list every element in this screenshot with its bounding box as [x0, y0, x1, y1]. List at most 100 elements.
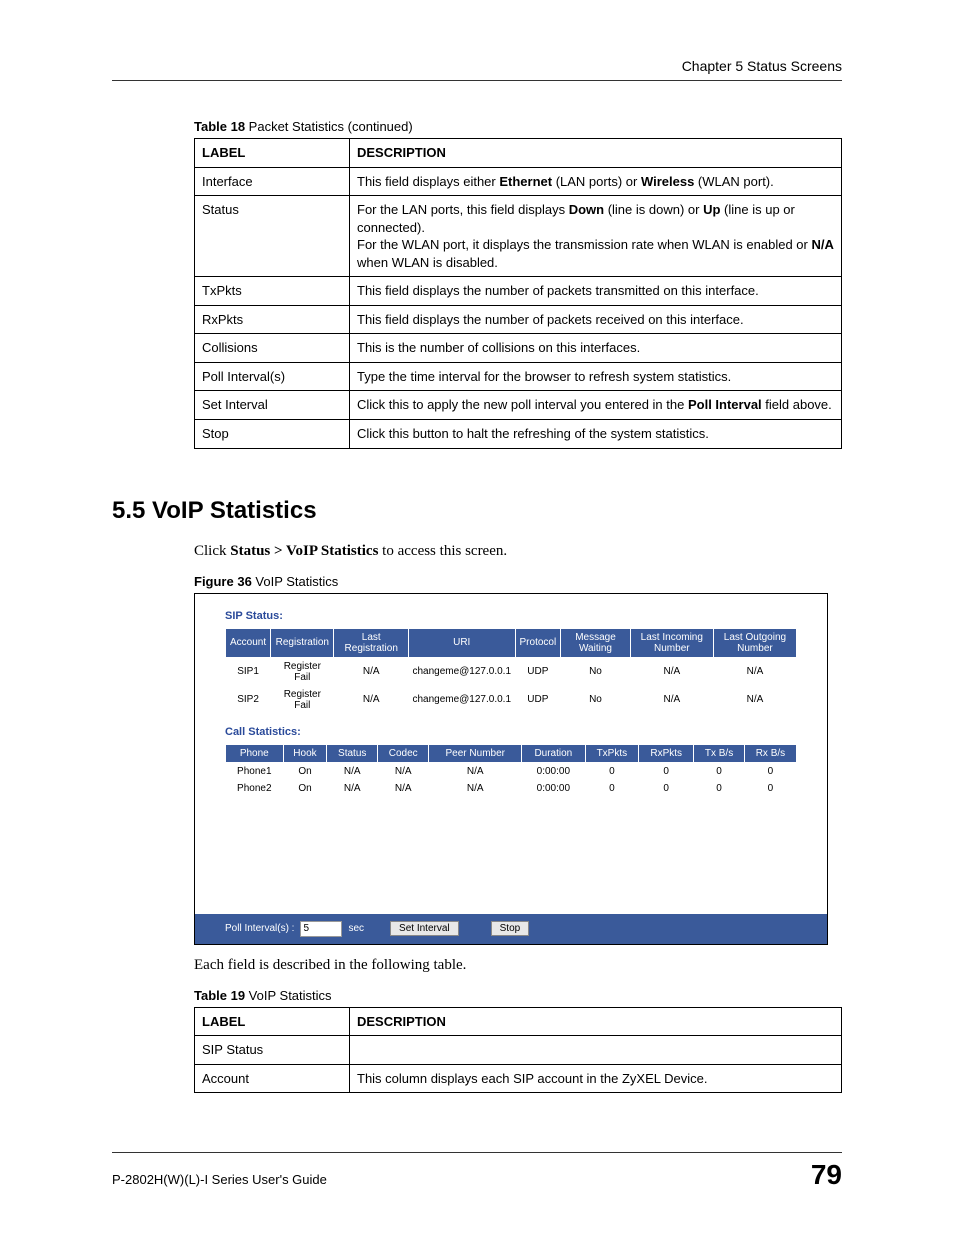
figure36-caption-rest: VoIP Statistics [252, 574, 338, 589]
table19-head-desc: DESCRIPTION [350, 1007, 842, 1036]
voip-statistics-screenshot: SIP Status: AccountRegistrationLast Regi… [194, 593, 828, 945]
intro-bold: Status > VoIP Statistics [230, 543, 378, 559]
sip-header-cell: Message Waiting [561, 628, 631, 657]
table-cell-desc: Click this button to halt the refreshing… [350, 420, 842, 449]
figure36-caption-bold: Figure 36 [194, 574, 252, 589]
call-cell: N/A [378, 780, 429, 797]
document-page: Chapter 5 Status Screens Table 18 Packet… [0, 0, 954, 1235]
sip-header-cell: Protocol [515, 628, 561, 657]
call-cell: Phone2 [226, 780, 284, 797]
call-cell: N/A [378, 762, 429, 780]
call-header-cell: Peer Number [429, 744, 522, 762]
table-cell-desc: This field displays the number of packet… [350, 277, 842, 306]
call-row: Phone1OnN/AN/AN/A0:00:000000 [226, 762, 797, 780]
call-header-cell: Hook [283, 744, 327, 762]
table-cell-label: TxPkts [195, 277, 350, 306]
call-cell: On [283, 762, 327, 780]
page-footer: P-2802H(W)(L)-I Series User's Guide 79 [112, 1152, 842, 1191]
table-row: AccountThis column displays each SIP acc… [195, 1064, 842, 1093]
poll-interval-label: Poll Interval(s) : [225, 923, 294, 934]
call-cell: Phone1 [226, 762, 284, 780]
call-cell: 0 [639, 780, 694, 797]
intro-text: Click Status > VoIP Statistics to access… [194, 543, 842, 560]
call-cell: 0 [585, 762, 639, 780]
table19-caption-rest: VoIP Statistics [245, 988, 331, 1003]
sip-cell: N/A [713, 686, 796, 714]
sip-status-title: SIP Status: [225, 610, 797, 622]
call-cell: 0:00:00 [522, 762, 585, 780]
sip-cell: changeme@127.0.0.1 [408, 657, 515, 686]
sip-cell: N/A [334, 686, 408, 714]
call-statistics-table: PhoneHookStatusCodecPeer NumberDurationT… [225, 744, 797, 797]
figure36-caption: Figure 36 VoIP Statistics [194, 574, 842, 589]
table-cell-label: Poll Interval(s) [195, 362, 350, 391]
table-cell-desc: Type the time interval for the browser t… [350, 362, 842, 391]
table-cell-desc: This is the number of collisions on this… [350, 334, 842, 363]
sip-header-cell: Last Incoming Number [630, 628, 713, 657]
call-header-cell: Tx B/s [694, 744, 745, 762]
table-cell-desc: This field displays either Ethernet (LAN… [350, 167, 842, 196]
table18: LABEL DESCRIPTION InterfaceThis field di… [194, 138, 842, 449]
sip-cell: Register Fail [271, 686, 334, 714]
table-row: Poll Interval(s)Type the time interval f… [195, 362, 842, 391]
table18-caption-bold: Table 18 [194, 119, 245, 134]
intro-pre: Click [194, 543, 230, 559]
call-cell: On [283, 780, 327, 797]
table-row: InterfaceThis field displays either Ethe… [195, 167, 842, 196]
table18-caption: Table 18 Packet Statistics (continued) [194, 119, 842, 134]
table19: LABEL DESCRIPTION SIP StatusAccountThis … [194, 1007, 842, 1094]
call-cell: N/A [429, 780, 522, 797]
table-cell-label: Account [195, 1064, 350, 1093]
intro-post: to access this screen. [378, 543, 507, 559]
call-header-cell: Phone [226, 744, 284, 762]
sip-header-cell: Last Registration [334, 628, 408, 657]
table19-caption: Table 19 VoIP Statistics [194, 988, 842, 1003]
table-cell-label: RxPkts [195, 305, 350, 334]
table-cell-label: Status [195, 196, 350, 277]
footer-page-number: 79 [811, 1159, 842, 1191]
call-header-cell: Duration [522, 744, 585, 762]
call-header-cell: Codec [378, 744, 429, 762]
call-cell: 0 [639, 762, 694, 780]
table-cell-desc: This field displays the number of packet… [350, 305, 842, 334]
table-cell-desc: For the LAN ports, this field displays D… [350, 196, 842, 277]
section-body: Click Status > VoIP Statistics to access… [194, 543, 842, 1094]
call-header-cell: Rx B/s [744, 744, 796, 762]
sip-cell: No [561, 657, 631, 686]
sip-status-table: AccountRegistrationLast RegistrationURIP… [225, 628, 797, 714]
poll-interval-input[interactable] [300, 921, 342, 937]
call-cell: 0 [694, 762, 745, 780]
sip-cell: UDP [515, 686, 561, 714]
sip-cell: changeme@127.0.0.1 [408, 686, 515, 714]
sip-row: SIP1Register FailN/Achangeme@127.0.0.1UD… [226, 657, 797, 686]
set-interval-button[interactable]: Set Interval [390, 921, 459, 936]
call-cell: 0 [744, 780, 796, 797]
table-cell-desc: Click this to apply the new poll interva… [350, 391, 842, 420]
post-figure-text: Each field is described in the following… [194, 957, 842, 974]
table-cell-desc [350, 1036, 842, 1065]
table19-caption-bold: Table 19 [194, 988, 245, 1003]
table-cell-desc: This column displays each SIP account in… [350, 1064, 842, 1093]
table-row: RxPktsThis field displays the number of … [195, 305, 842, 334]
sip-cell: SIP1 [226, 657, 271, 686]
sip-header-cell: Account [226, 628, 271, 657]
footer-guide-name: P-2802H(W)(L)-I Series User's Guide [112, 1172, 327, 1187]
table-row: SIP Status [195, 1036, 842, 1065]
call-cell: 0 [585, 780, 639, 797]
table-cell-label: SIP Status [195, 1036, 350, 1065]
table-cell-label: Collisions [195, 334, 350, 363]
content-block: Table 18 Packet Statistics (continued) L… [194, 119, 842, 449]
table-cell-label: Set Interval [195, 391, 350, 420]
sip-cell: N/A [713, 657, 796, 686]
table18-head-label: LABEL [195, 139, 350, 168]
table-row: StatusFor the LAN ports, this field disp… [195, 196, 842, 277]
call-cell: 0:00:00 [522, 780, 585, 797]
call-cell: N/A [429, 762, 522, 780]
table-cell-label: Stop [195, 420, 350, 449]
sip-cell: N/A [630, 686, 713, 714]
call-cell: 0 [744, 762, 796, 780]
call-header-cell: Status [327, 744, 378, 762]
call-header-cell: TxPkts [585, 744, 639, 762]
table18-caption-rest: Packet Statistics (continued) [245, 119, 413, 134]
stop-button[interactable]: Stop [491, 921, 530, 936]
